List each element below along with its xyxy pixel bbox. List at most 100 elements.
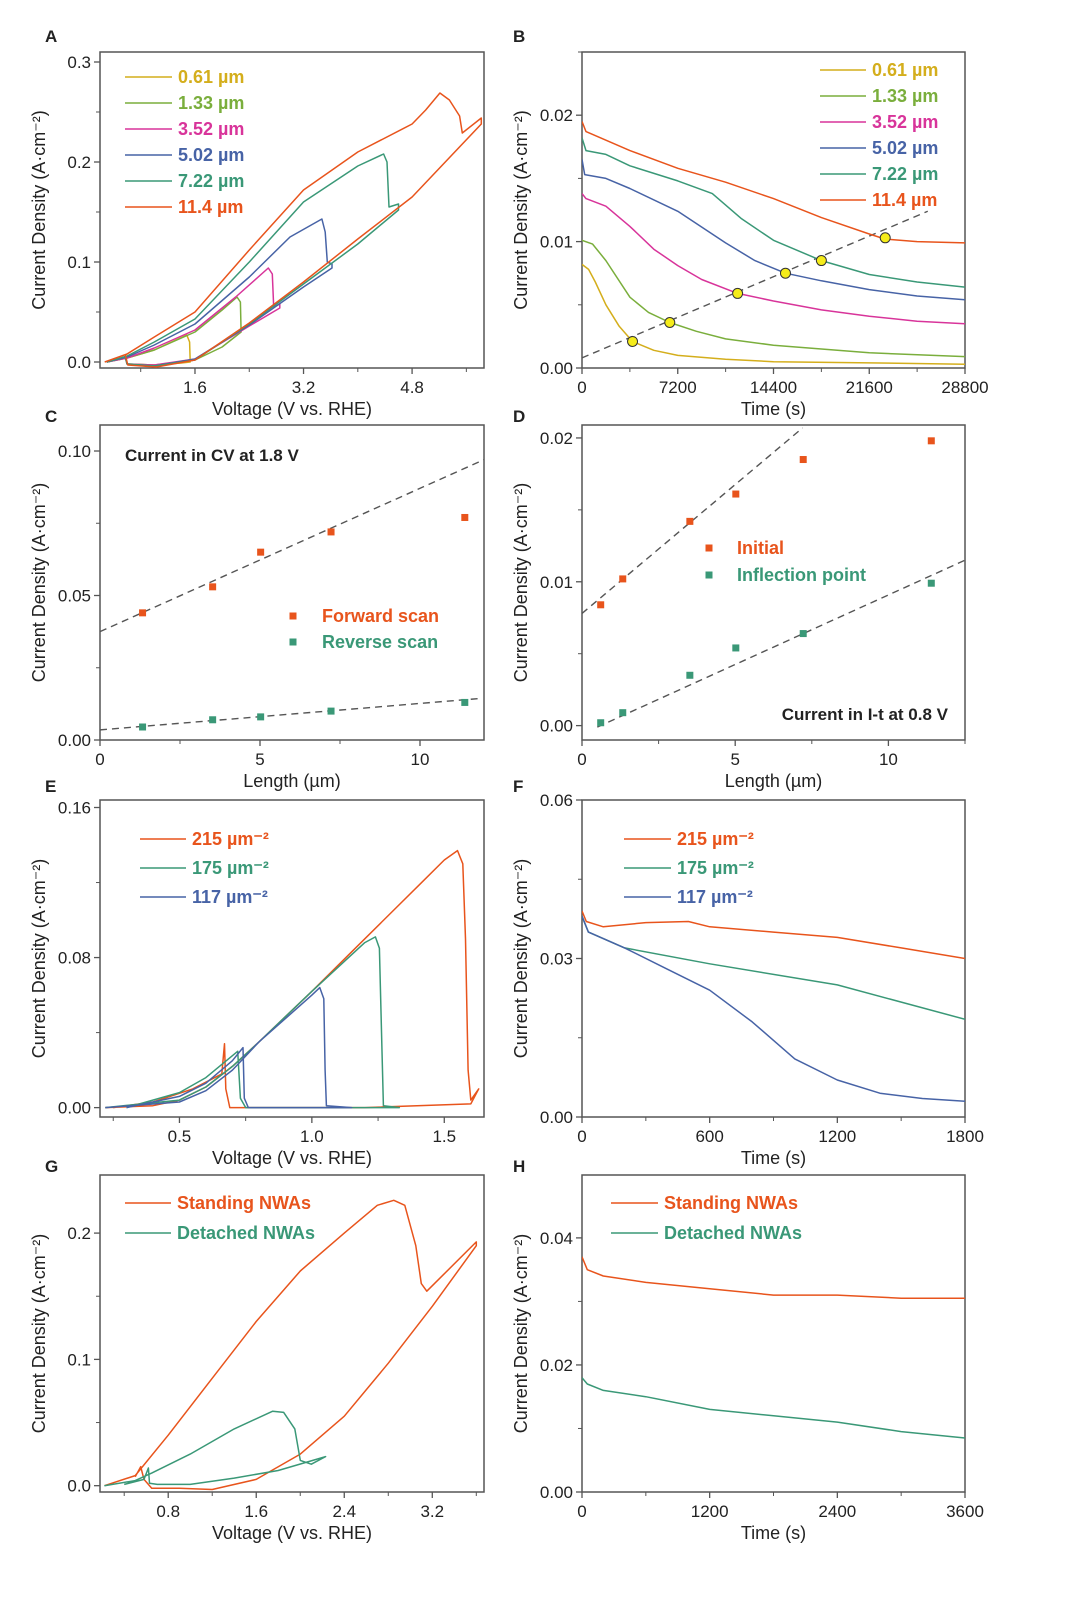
legend-label: 175 µm⁻² [192,858,269,878]
legend-label: 0.61 µm [872,60,938,80]
legend-label: 215 µm⁻² [192,829,269,849]
legend-label: Standing NWAs [664,1193,798,1213]
x-tick-label: 28800 [941,378,988,397]
x-axis-label: Voltage (V vs. RHE) [212,1148,372,1168]
inflection-marker [815,255,827,267]
x-axis-label: Voltage (V vs. RHE) [212,399,372,419]
scatter-point [209,716,217,724]
panel-annotation: Current in I-t at 0.8 V [782,705,949,724]
x-tick-label: 0 [577,378,586,397]
x-tick-label: 0.8 [156,1502,180,1521]
scatter-point [461,513,469,521]
scatter-point [619,575,627,583]
y-tick-label: 0.01 [540,233,573,252]
legend-label: 1.33 µm [178,93,244,113]
legend: 215 µm⁻² 175 µm⁻² 117 µm⁻² [140,829,269,907]
plot-area [100,459,484,731]
plot-area [105,849,480,1109]
legend: Standing NWAs Detached NWAs [611,1193,802,1243]
x-tick-label: 0 [577,750,586,769]
series-line-0 [582,263,965,365]
scatter-point [927,437,935,445]
legend-label: 11.4 µm [872,190,937,210]
y-tick-label: 0.02 [540,429,573,448]
plot-area [582,121,965,365]
y-tick-label: 0.1 [67,253,91,272]
legend-label: 11.4 µm [178,197,243,217]
y-tick-label: 0.1 [67,1350,91,1369]
y-tick-label: 0.2 [67,1224,91,1243]
plot-frame [99,424,485,741]
panel-letter: G [45,1157,58,1176]
panel-f: F 0 600 1200 1800 0.00 0.03 0.06 Time (s) Current… [511,777,984,1168]
panel-letter: H [513,1157,525,1176]
y-tick-label: 0.03 [540,950,573,969]
series-line-0 [582,1256,965,1299]
x-axis-label: Length (µm) [725,771,822,791]
y-tick-label: 0.00 [540,1483,573,1502]
panel-g: G 0.8 1.6 2.4 3.2 0.0 0.1 0.2 Voltage (V vs. RHE… [29,1157,485,1543]
x-tick-label: 1.6 [183,378,207,397]
series-line-1 [582,1377,965,1439]
x-tick-label: 5 [255,750,264,769]
legend-label: Standing NWAs [177,1193,311,1213]
y-tick-label: 0.0 [67,1477,91,1496]
legend: Forward scan Reverse scan [289,606,439,652]
y-tick-label: 0.05 [58,587,91,606]
scatter-point [327,707,335,715]
plot-area [104,1199,478,1491]
panel-letter: A [45,27,57,46]
y-tick-label: 0.08 [58,949,91,968]
legend-swatch [705,571,713,579]
inflection-marker [664,316,676,328]
inflection-marker [732,287,744,299]
plot-area [582,1256,965,1439]
series-line-5 [104,92,483,368]
legend: 215 µm⁻² 175 µm⁻² 117 µm⁻² [624,829,754,907]
x-tick-label: 1800 [946,1127,984,1146]
series-line-2 [582,193,965,325]
scatter-point [209,583,217,591]
series-line-4 [582,137,965,288]
y-tick-label: 0.04 [540,1229,573,1248]
legend-label: Forward scan [322,606,439,626]
x-tick-label: 0 [577,1127,586,1146]
inflection-marker [779,267,791,279]
panel-e: E 0.5 1.0 1.5 0.00 0.08 0.16 Voltage (V vs. RHE… [29,777,485,1168]
panel-letter: E [45,777,56,796]
scatter-point [619,709,627,717]
y-tick-label: 0.00 [58,731,91,750]
scatter-point [257,713,265,721]
panel-letter: F [513,777,523,796]
legend-label: 0.61 µm [178,67,244,87]
panel-h: H 0 1200 2400 3600 0.00 0.02 0.04 Time (s) Curren… [511,1157,984,1543]
legend-label: 117 µm⁻² [192,887,268,907]
panel-letter: C [45,407,57,426]
legend-label: 5.02 µm [178,145,244,165]
panel-annotation: Current in CV at 1.8 V [125,446,299,465]
x-tick-label: 1.0 [300,1127,324,1146]
x-tick-label: 5 [730,750,739,769]
legend-label: 5.02 µm [872,138,938,158]
series-line-1 [105,936,401,1109]
legend-label: Reverse scan [322,632,438,652]
y-tick-label: 0.3 [67,53,91,72]
x-tick-label: 21600 [846,378,893,397]
panel-letter: D [513,407,525,426]
legend-label: 3.52 µm [178,119,244,139]
plot-area [582,427,965,728]
scatter-point [927,579,935,587]
x-tick-label: 7200 [659,378,697,397]
legend-label: Initial [737,538,784,558]
scatter-point [799,630,807,638]
y-axis-label: Current Density (A·cm⁻²) [511,859,531,1059]
legend-label: 3.52 µm [872,112,938,132]
y-tick-label: 0.2 [67,153,91,172]
panel-letter: B [513,27,525,46]
y-tick-label: 0.02 [540,106,573,125]
plot-frame [99,1174,485,1493]
y-axis-label: Current Density (A·cm⁻²) [511,483,531,683]
legend-swatch [289,638,297,646]
x-axis-label: Time (s) [741,1523,806,1543]
inflection-marker [879,232,891,244]
